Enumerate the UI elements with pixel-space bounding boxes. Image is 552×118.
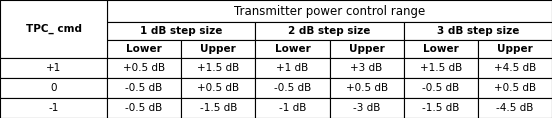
Text: +0.5 dB: +0.5 dB <box>197 83 240 93</box>
Bar <box>256 40 330 58</box>
Bar <box>478 98 552 118</box>
Bar <box>404 98 478 118</box>
Text: +1.5 dB: +1.5 dB <box>420 63 462 73</box>
Bar <box>181 58 256 78</box>
Text: Upper: Upper <box>349 44 384 54</box>
Bar <box>181 98 256 118</box>
Bar <box>256 98 330 118</box>
Bar <box>478 78 552 98</box>
Text: -0.5 dB: -0.5 dB <box>274 83 311 93</box>
Text: +3 dB: +3 dB <box>351 63 383 73</box>
Text: Upper: Upper <box>497 44 533 54</box>
Text: -1: -1 <box>49 103 59 113</box>
Bar <box>404 58 478 78</box>
Text: 0: 0 <box>50 83 57 93</box>
Bar <box>181 40 256 58</box>
Bar <box>330 78 404 98</box>
Text: +0.5 dB: +0.5 dB <box>346 83 388 93</box>
Bar <box>107 0 552 22</box>
Bar <box>181 78 256 98</box>
Bar <box>0 58 107 78</box>
Bar <box>256 78 330 98</box>
Text: Lower: Lower <box>274 44 310 54</box>
Text: Lower: Lower <box>126 44 162 54</box>
Bar <box>107 40 181 58</box>
Text: -1.5 dB: -1.5 dB <box>200 103 237 113</box>
Bar <box>107 58 181 78</box>
Text: 3 dB step size: 3 dB step size <box>437 26 519 36</box>
Text: -1.5 dB: -1.5 dB <box>422 103 459 113</box>
Text: +1: +1 <box>46 63 61 73</box>
Bar <box>330 40 404 58</box>
Bar <box>107 78 181 98</box>
Bar <box>256 58 330 78</box>
Text: -1 dB: -1 dB <box>279 103 306 113</box>
Text: +1 dB: +1 dB <box>277 63 309 73</box>
Bar <box>330 98 404 118</box>
Bar <box>404 22 552 40</box>
Text: -0.5 dB: -0.5 dB <box>125 103 163 113</box>
Text: Upper: Upper <box>200 44 236 54</box>
Bar <box>478 40 552 58</box>
Bar <box>0 98 107 118</box>
Bar <box>0 78 107 98</box>
Bar <box>0 0 107 58</box>
Text: -3 dB: -3 dB <box>353 103 380 113</box>
Text: Transmitter power control range: Transmitter power control range <box>234 4 425 17</box>
Text: TPC_ cmd: TPC_ cmd <box>25 24 82 34</box>
Bar <box>256 22 404 40</box>
Text: -0.5 dB: -0.5 dB <box>125 83 163 93</box>
Bar <box>404 78 478 98</box>
Bar <box>107 22 256 40</box>
Bar <box>478 58 552 78</box>
Text: +0.5 dB: +0.5 dB <box>494 83 536 93</box>
Text: 2 dB step size: 2 dB step size <box>288 26 371 36</box>
Bar <box>107 98 181 118</box>
Text: Lower: Lower <box>423 44 459 54</box>
Text: -4.5 dB: -4.5 dB <box>496 103 534 113</box>
Text: +4.5 dB: +4.5 dB <box>494 63 536 73</box>
Text: +1.5 dB: +1.5 dB <box>197 63 240 73</box>
Text: -0.5 dB: -0.5 dB <box>422 83 459 93</box>
Text: +0.5 dB: +0.5 dB <box>123 63 165 73</box>
Bar <box>330 58 404 78</box>
Text: 1 dB step size: 1 dB step size <box>140 26 222 36</box>
Bar <box>404 40 478 58</box>
